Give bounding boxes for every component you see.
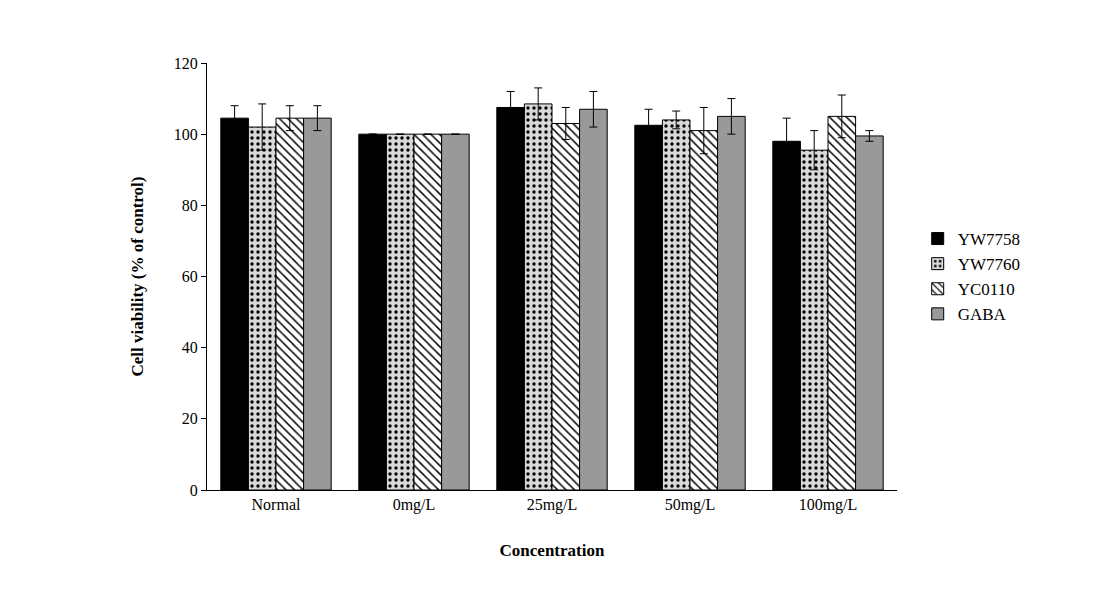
- svg-text:40: 40: [182, 339, 198, 356]
- svg-text:Normal: Normal: [252, 496, 301, 513]
- svg-text:GABA: GABA: [958, 305, 1007, 324]
- svg-text:Concentration: Concentration: [500, 541, 605, 560]
- svg-text:25mg/L: 25mg/L: [527, 496, 578, 514]
- svg-text:20: 20: [182, 410, 198, 427]
- svg-text:100mg/L: 100mg/L: [799, 496, 858, 514]
- svg-text:100: 100: [174, 126, 198, 143]
- svg-text:0: 0: [190, 482, 198, 499]
- svg-text:60: 60: [182, 268, 198, 285]
- svg-text:YW7758: YW7758: [958, 230, 1020, 249]
- svg-text:Cell viability (% of control): Cell viability (% of control): [128, 177, 147, 377]
- svg-text:0mg/L: 0mg/L: [393, 496, 436, 514]
- svg-text:80: 80: [182, 197, 198, 214]
- svg-text:YW7760: YW7760: [958, 255, 1020, 274]
- svg-text:120: 120: [174, 55, 198, 72]
- svg-text:YC0110: YC0110: [958, 280, 1015, 299]
- svg-text:50mg/L: 50mg/L: [665, 496, 716, 514]
